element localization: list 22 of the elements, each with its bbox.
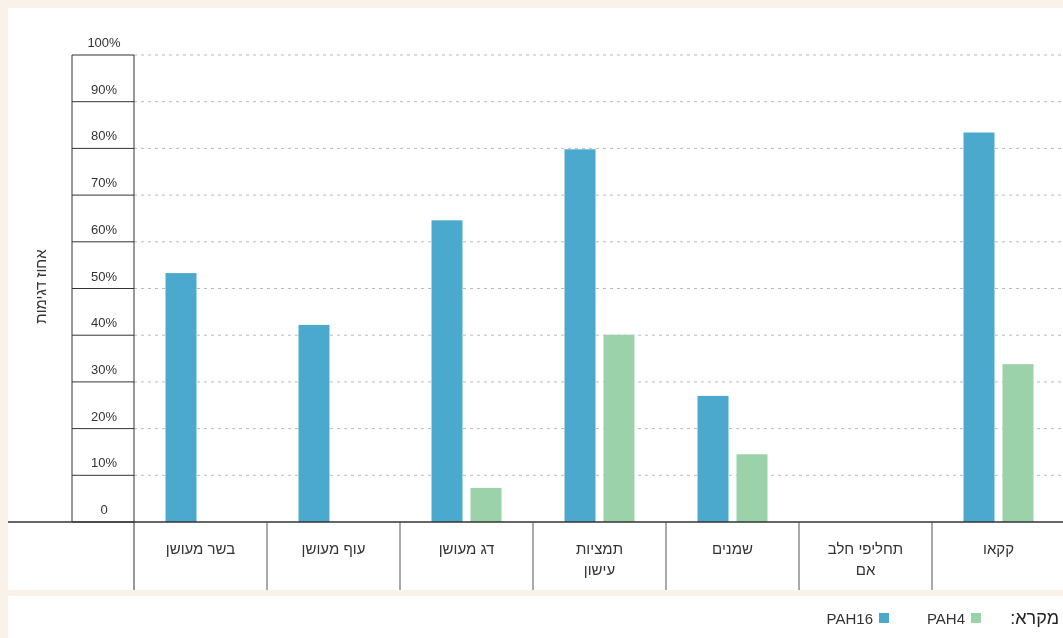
y-tick-label: 80% — [90, 128, 118, 144]
y-tick-label: 10% — [90, 455, 118, 471]
y-tick-label: 70% — [90, 175, 118, 191]
x-tick-label: קקאו — [982, 540, 1015, 557]
legend-label: PAH4 — [926, 610, 965, 627]
y-tick-label: 20% — [90, 408, 118, 424]
y-axis-title: אחוז דגימות — [32, 248, 49, 324]
x-tick-label: בשר מעושן — [165, 540, 236, 557]
y-tick-label: 40% — [90, 315, 118, 331]
y-tick-label: 100% — [87, 35, 122, 50]
y-tick-label: 90% — [90, 81, 118, 97]
legend-label: PAH16 — [826, 610, 873, 627]
y-tick-label: 30% — [90, 361, 118, 377]
x-tick-label: תחליפי חלב אם — [827, 540, 904, 578]
y-tick-label: 0 — [100, 502, 108, 517]
x-tick-label: דג מעושן — [438, 540, 495, 557]
x-tick-label: תמציות עישון — [576, 540, 623, 578]
legend-title: מקרא: — [1010, 608, 1059, 628]
y-tick-label: 50% — [90, 268, 118, 284]
x-tick-label: עוף מעושן — [301, 540, 366, 557]
y-tick-label: 60% — [90, 221, 118, 237]
x-tick-label: שמנים — [712, 540, 753, 557]
